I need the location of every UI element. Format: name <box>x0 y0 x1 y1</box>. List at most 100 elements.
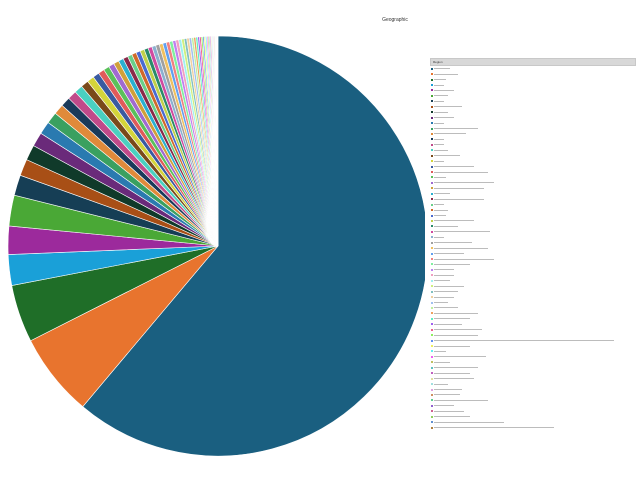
legend-entry <box>430 387 636 392</box>
legend-label <box>434 291 458 293</box>
legend-label <box>434 356 486 358</box>
legend-entry <box>430 126 636 131</box>
legend-label <box>434 367 478 369</box>
legend-swatch <box>431 171 433 174</box>
legend-entry <box>430 354 636 359</box>
legend-swatch <box>431 214 433 217</box>
legend-swatch <box>431 328 433 331</box>
legend-label <box>434 340 614 342</box>
legend-swatch <box>431 290 433 293</box>
legend-swatch <box>431 258 433 261</box>
legend-entry <box>430 425 636 430</box>
legend-label <box>434 204 444 206</box>
legend-entry <box>430 262 636 267</box>
legend-entry <box>430 392 636 397</box>
legend-entry <box>430 294 636 299</box>
pie-slice <box>82 35 425 457</box>
legend-label <box>434 182 494 184</box>
legend-swatch <box>431 203 433 206</box>
legend-swatch <box>431 361 433 364</box>
legend-label <box>434 334 478 336</box>
legend-label <box>434 318 470 320</box>
legend-label <box>434 247 488 249</box>
legend-entry <box>430 332 636 337</box>
legend-swatch <box>431 111 433 114</box>
legend-entry <box>430 186 636 191</box>
legend-label <box>434 307 458 309</box>
legend-label <box>434 410 464 412</box>
legend-label <box>434 274 454 276</box>
legend-swatch <box>431 410 433 413</box>
legend-entry <box>430 371 636 376</box>
legend-entry <box>430 110 636 115</box>
legend-label <box>434 399 488 401</box>
legend-entry <box>430 327 636 332</box>
legend-swatch <box>431 94 433 97</box>
legend-label <box>434 285 464 287</box>
legend-entry <box>430 88 636 93</box>
legend-label <box>434 345 470 347</box>
legend-label <box>434 280 450 282</box>
legend-swatch <box>431 247 433 250</box>
legend-label <box>434 253 464 255</box>
legend-entry <box>430 148 636 153</box>
legend-entry <box>430 191 636 196</box>
legend-swatch <box>431 263 433 266</box>
legend-label <box>434 187 484 189</box>
legend-label <box>434 166 474 168</box>
legend-entry <box>430 376 636 381</box>
legend-label <box>434 416 470 418</box>
legend-entry <box>430 365 636 370</box>
legend-entry <box>430 169 636 174</box>
legend-entry <box>430 240 636 245</box>
legend-swatch <box>431 388 433 391</box>
legend-swatch <box>431 355 433 358</box>
legend-swatch <box>431 399 433 402</box>
legend-entry <box>430 142 636 147</box>
legend-entry <box>430 213 636 218</box>
legend-label <box>434 372 470 374</box>
legend-entry <box>430 251 636 256</box>
legend-swatch <box>431 377 433 380</box>
legend-swatch <box>431 334 433 337</box>
legend-entry <box>430 71 636 76</box>
legend-entry <box>430 414 636 419</box>
legend-entry <box>430 175 636 180</box>
pie-slice <box>217 35 219 247</box>
legend-entry <box>430 224 636 229</box>
legend-items <box>430 66 636 430</box>
legend-swatch <box>431 143 433 146</box>
legend-label <box>434 73 458 75</box>
legend-entry <box>430 300 636 305</box>
legend-label <box>434 68 450 70</box>
legend-header: Region <box>430 58 636 66</box>
legend-swatch <box>431 252 433 255</box>
legend-label <box>434 117 454 119</box>
legend-entry <box>430 66 636 71</box>
legend-swatch <box>431 192 433 195</box>
legend-swatch <box>431 198 433 201</box>
legend-entry <box>430 82 636 87</box>
legend-entry <box>430 409 636 414</box>
legend-swatch <box>431 225 433 228</box>
legend-swatch <box>431 154 433 157</box>
legend-entry <box>430 120 636 125</box>
legend-entry <box>430 311 636 316</box>
legend-entry <box>430 115 636 120</box>
legend-swatch <box>431 268 433 271</box>
legend-swatch <box>431 230 433 233</box>
legend-entry <box>430 137 636 142</box>
legend-swatch <box>431 366 433 369</box>
legend-entry <box>430 197 636 202</box>
legend-label <box>434 296 454 298</box>
legend-swatch <box>431 339 433 342</box>
legend-label <box>434 79 446 81</box>
legend-swatch <box>431 383 433 386</box>
legend-entry <box>430 153 636 158</box>
legend-label <box>434 95 448 97</box>
legend-label <box>434 111 448 113</box>
legend-label <box>434 100 444 102</box>
legend-swatch <box>431 236 433 239</box>
legend-swatch <box>431 160 433 163</box>
legend-swatch <box>431 67 433 70</box>
